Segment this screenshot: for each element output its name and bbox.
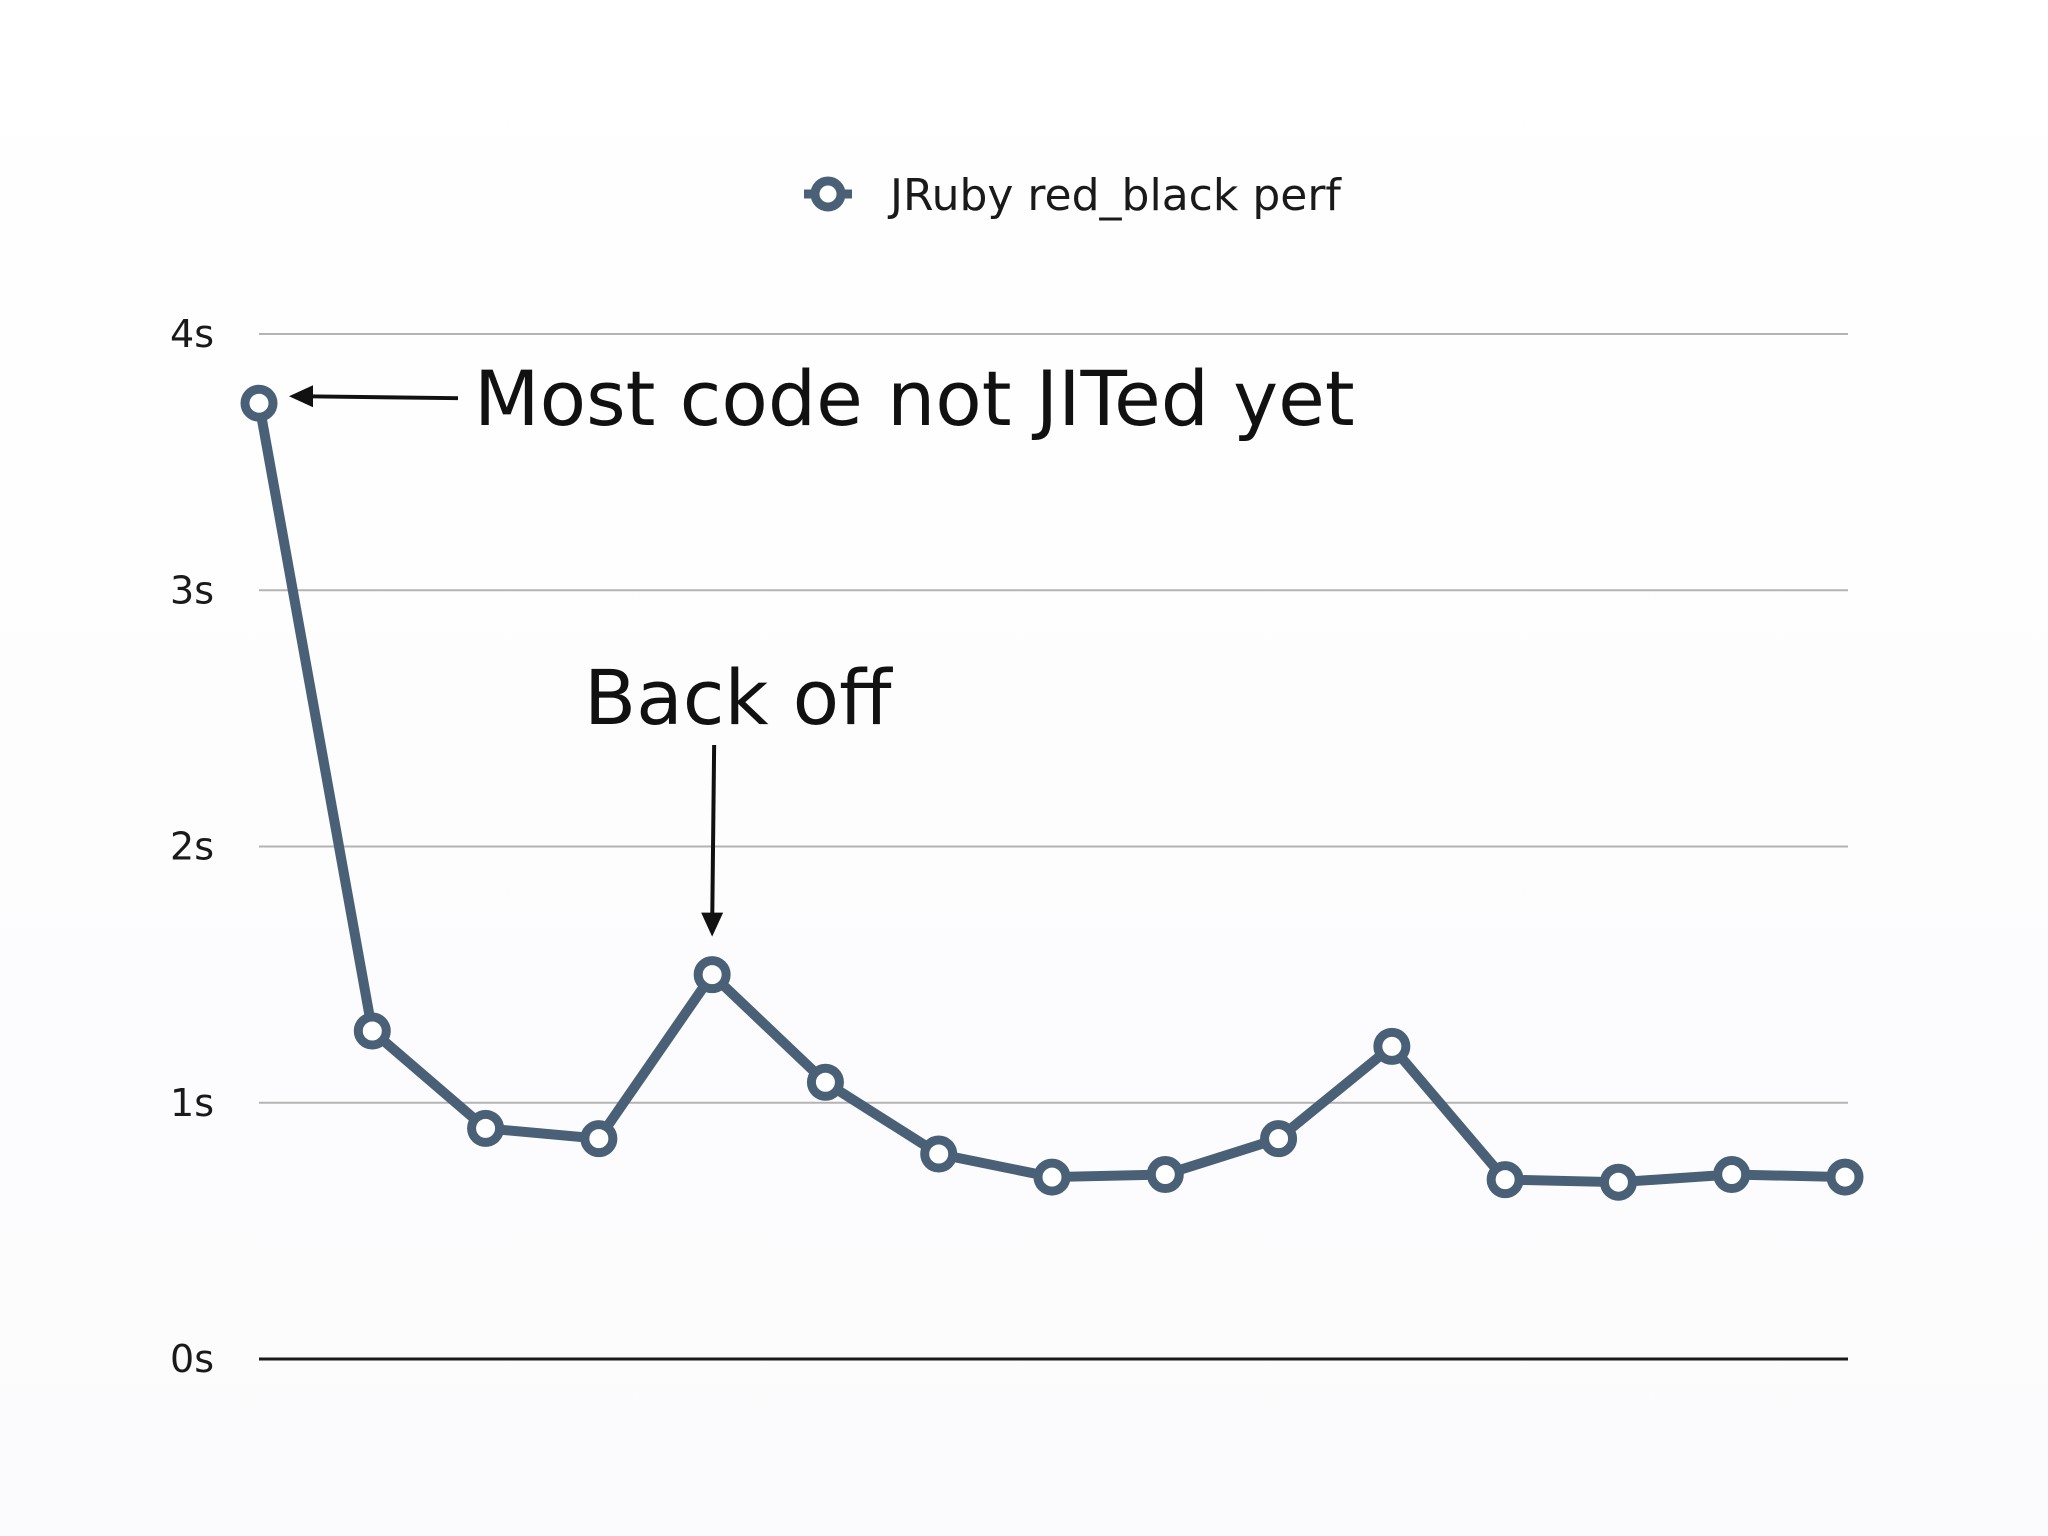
- annotation-back-off: Back off: [584, 653, 893, 742]
- arrow-head: [289, 385, 313, 408]
- data-point-2: [353, 1012, 391, 1050]
- data-point-9: [1146, 1156, 1184, 1193]
- data-point-12: [1486, 1161, 1524, 1199]
- data-point-4: [580, 1120, 618, 1158]
- y-tick-label-1s: 1s: [170, 1081, 214, 1125]
- data-point-15: [1826, 1158, 1864, 1196]
- series-jruby-red-black-perf: [240, 384, 1864, 1201]
- data-point-5: [693, 956, 731, 994]
- data-point-3: [467, 1109, 505, 1147]
- y-tick-label-4s: 4s: [170, 312, 214, 356]
- y-tick-label-3s: 3s: [170, 568, 214, 612]
- arrow-shaft: [296, 394, 459, 401]
- annotation-arrow-most-code-not-jited: [289, 385, 459, 408]
- annotation-arrow-back-off: [701, 744, 724, 937]
- data-point-7: [920, 1135, 958, 1173]
- data-point-1: [240, 384, 278, 422]
- grid-lines: [259, 333, 1848, 1361]
- y-axis-ticks: 0s 1s 2s 3s 4s: [170, 312, 214, 1381]
- y-tick-label-0s: 0s: [170, 1337, 214, 1381]
- series-line: [254, 398, 1850, 1188]
- annotation-most-code-not-jited: Most code not JITed yet: [474, 354, 1355, 443]
- legend-series-marker: [810, 176, 846, 212]
- legend: JRuby red_black perf: [804, 170, 1342, 221]
- arrow-shaft: [710, 744, 717, 929]
- annotations: Most code not JITed yet Back off: [289, 354, 1355, 937]
- data-point-14: [1713, 1156, 1751, 1193]
- data-point-10: [1260, 1120, 1298, 1158]
- data-point-13: [1599, 1163, 1637, 1201]
- data-point-8: [1033, 1158, 1071, 1196]
- legend-series-label: JRuby red_black perf: [887, 170, 1342, 221]
- y-tick-label-2s: 2s: [170, 825, 214, 869]
- data-point-11: [1373, 1027, 1411, 1065]
- data-point-6: [806, 1063, 844, 1101]
- arrow-head: [701, 912, 724, 937]
